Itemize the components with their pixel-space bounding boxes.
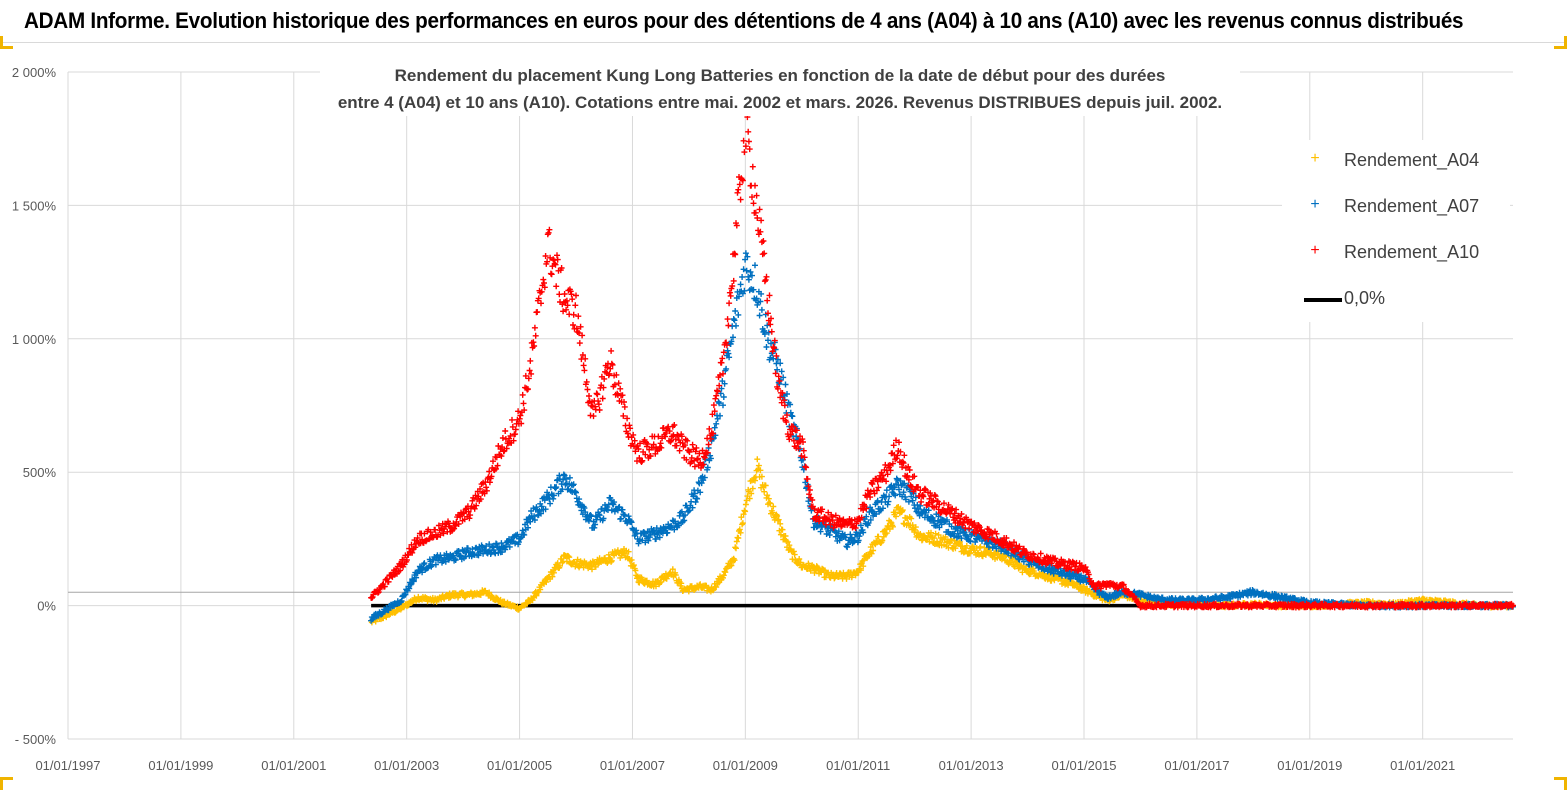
corner-mark-bottom-right: [1554, 777, 1567, 790]
series-markers: [368, 99, 1516, 611]
chart-legend: + Rendement_A04 + Rendement_A07 + Rendem…: [1282, 140, 1510, 322]
x-tick-label: 01/01/2009: [713, 758, 778, 773]
x-tick-label: 01/01/2003: [374, 758, 439, 773]
x-tick-label: 01/01/2019: [1277, 758, 1342, 773]
legend-line-zero: [1304, 298, 1342, 302]
y-tick-labels: - 500% 0% 500% 1 000% 1 500% 2 000%: [12, 65, 57, 747]
series-Rendement_A04: [368, 456, 1516, 626]
y-tick-label: 2 000%: [12, 65, 57, 80]
y-tick-label: 0%: [37, 599, 56, 614]
chart-title-box: Rendement du placement Kung Long Batteri…: [320, 62, 1240, 116]
corner-mark-top-left: [0, 36, 13, 49]
x-tick-label: 01/01/1997: [35, 758, 100, 773]
series-Rendement_A10: [368, 99, 1516, 611]
points-layer: [368, 99, 1516, 626]
x-tick-label: 01/01/2017: [1164, 758, 1229, 773]
y-tick-label: 1 000%: [12, 332, 57, 347]
legend-item-a07: + Rendement_A07: [1282, 192, 1510, 222]
x-tick-label: 01/01/2005: [487, 758, 552, 773]
legend-item-a04: + Rendement_A04: [1282, 146, 1510, 176]
legend-label-a07: Rendement_A07: [1344, 196, 1480, 216]
x-tick-labels: 01/01/1997 01/01/1999 01/01/2001 01/01/2003…: [35, 758, 1455, 773]
corner-mark-bottom-left: [0, 777, 13, 790]
x-tick-label: 01/01/2007: [600, 758, 665, 773]
legend-marker-a07: +: [1310, 196, 1320, 213]
chart-title-line-2: entre 4 (A04) et 10 ans (A10). Cotations…: [337, 93, 1223, 112]
corner-mark-top-right: [1554, 36, 1567, 49]
chart-area: - 500% 0% 500% 1 000% 1 500% 2 000% 01/01/199…: [0, 42, 1567, 790]
chart-title-line-1: Rendement du placement Kung Long Batteri…: [394, 66, 1166, 85]
y-tick-label: 1 500%: [12, 198, 57, 213]
report-banner: ADAM Informe. Evolution historique des p…: [0, 0, 1567, 43]
series-markers: [368, 456, 1516, 626]
legend-item-a10: + Rendement_A10: [1282, 238, 1510, 268]
legend-marker-a10: +: [1310, 242, 1320, 259]
legend-label-zero: 0,0%: [1344, 288, 1386, 308]
legend-item-zero: 0,0%: [1282, 284, 1510, 314]
x-tick-label: 01/01/2011: [826, 758, 890, 773]
x-tick-label: 01/01/1999: [148, 758, 213, 773]
y-tick-label: 500%: [23, 465, 57, 480]
x-tick-label: 01/01/2001: [261, 758, 326, 773]
x-tick-label: 01/01/2015: [1051, 758, 1116, 773]
chart-title: Rendement du placement Kung Long Batteri…: [0, 62, 1567, 118]
legend-label-a04: Rendement_A04: [1344, 150, 1480, 170]
report-title: ADAM Informe. Evolution historique des p…: [24, 8, 1464, 33]
legend-label-a10: Rendement_A10: [1344, 242, 1480, 262]
x-tick-label: 01/01/2013: [939, 758, 1004, 773]
y-tick-label: - 500%: [15, 732, 57, 747]
x-tick-label: 01/01/2021: [1390, 758, 1455, 773]
chart-canvas: - 500% 0% 500% 1 000% 1 500% 2 000% 01/01/199…: [12, 65, 1516, 773]
legend-marker-a04: +: [1310, 150, 1320, 167]
